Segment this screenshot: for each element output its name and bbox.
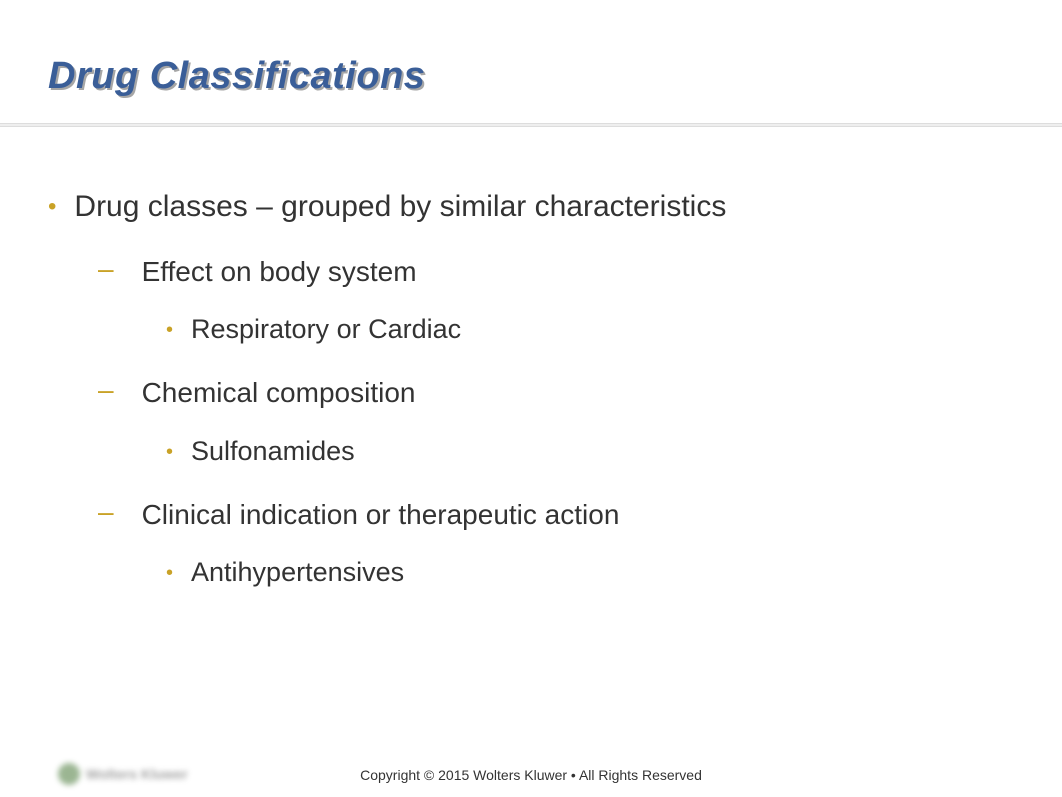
bullet-text: Chemical composition [142, 375, 416, 411]
copyright-text: Copyright © 2015 Wolters Kluwer • All Ri… [360, 767, 702, 783]
bullet-text: Effect on body system [142, 254, 417, 290]
slide-content: • Drug classes – grouped by similar char… [0, 127, 1062, 590]
bullet-item-level3: • Respiratory or Cardiac [166, 312, 1014, 347]
bullet-item-level3: • Antihypertensives [166, 555, 1014, 590]
bullet-text: Respiratory or Cardiac [191, 312, 461, 347]
bullet-marker-dash: – [98, 254, 114, 285]
bullet-marker-disc: • [166, 561, 173, 585]
bullet-item-level2: – Effect on body system [98, 254, 1014, 290]
bullet-item-level1: • Drug classes – grouped by similar char… [48, 187, 1014, 226]
bullet-text: Drug classes – grouped by similar charac… [74, 187, 726, 226]
bullet-text: Antihypertensives [191, 555, 404, 590]
bullet-item-level2: – Chemical composition [98, 375, 1014, 411]
bullet-marker-disc: • [166, 318, 173, 342]
bullet-marker-disc: • [48, 193, 56, 222]
bullet-text: Sulfonamides [191, 434, 355, 469]
bullet-item-level2: – Clinical indication or therapeutic act… [98, 497, 1014, 533]
bullet-item-level3: • Sulfonamides [166, 434, 1014, 469]
slide-footer: Copyright © 2015 Wolters Kluwer • All Ri… [0, 767, 1062, 785]
bullet-marker-disc: • [166, 440, 173, 464]
slide-title: Drug Classifications [0, 0, 1062, 98]
bullet-text: Clinical indication or therapeutic actio… [142, 497, 620, 533]
bullet-marker-dash: – [98, 375, 114, 406]
bullet-marker-dash: – [98, 497, 114, 528]
